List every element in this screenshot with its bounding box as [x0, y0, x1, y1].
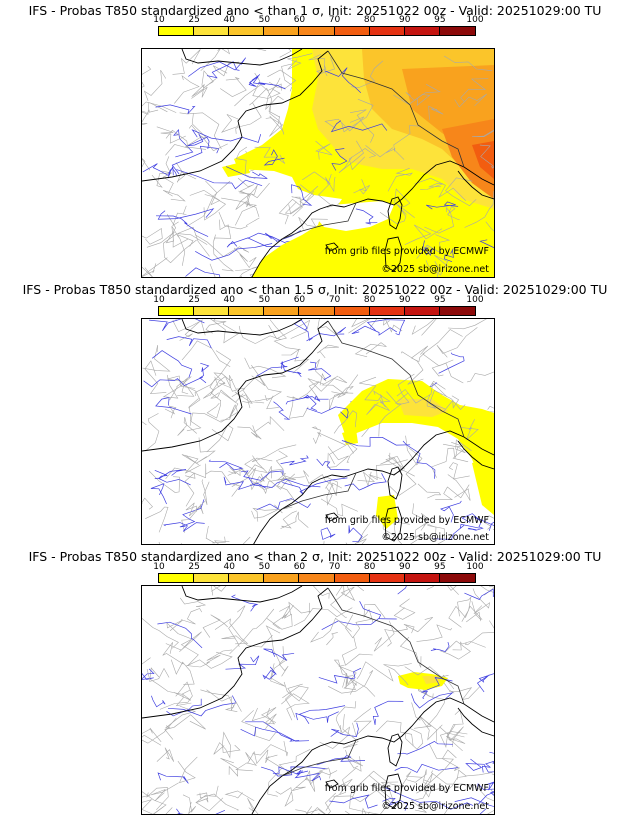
legend-tick-label: 90 [399, 562, 411, 572]
legend-swatch [299, 27, 335, 35]
legend-tick-label: 100 [466, 295, 484, 305]
legend-color-bar [158, 26, 476, 36]
coastlines [142, 49, 494, 277]
legend-swatch [404, 307, 440, 315]
legend-tick-label: 95 [434, 15, 446, 25]
legend-swatch [194, 27, 230, 35]
legend-swatch [194, 574, 230, 582]
legend-tick-label: 40 [223, 295, 235, 305]
legend-tick-label: 90 [399, 295, 411, 305]
legend-swatch [159, 574, 195, 582]
admin-boundaries [142, 586, 494, 814]
legend-tick-label: 40 [223, 15, 235, 25]
legend-swatch [229, 27, 265, 35]
legend-swatch [299, 307, 335, 315]
legend-swatch [159, 307, 195, 315]
legend-swatch [334, 27, 370, 35]
legend-tick-label: 70 [328, 15, 341, 25]
legend-tick-label: 50 [258, 562, 271, 572]
national-borders [281, 320, 465, 510]
probability-shading [338, 379, 494, 529]
legend-swatch [159, 27, 195, 35]
legend-swatch [229, 307, 265, 315]
coastlines [142, 319, 494, 544]
credit-source: from grib files provided by ECMWF [324, 246, 489, 257]
legend-tick-label: 80 [363, 562, 376, 572]
admin-boundaries [142, 319, 494, 544]
credit-source: from grib files provided by ECMWF [324, 783, 489, 794]
probability-map: from grib files provided by ECMWF ©2025 … [141, 48, 495, 278]
legend-swatch [264, 307, 300, 315]
legend-swatch [229, 574, 265, 582]
rivers [142, 61, 494, 277]
national-borders [281, 587, 465, 777]
panel-3: IFS - Probas T850 standardized ano < tha… [0, 547, 630, 828]
legend-tick-label: 50 [258, 15, 271, 25]
legend-tick-label: 80 [363, 295, 376, 305]
probability-shading [398, 672, 448, 690]
legend-swatch [369, 27, 405, 35]
legend-tick-label: 25 [188, 295, 200, 305]
color-legend: 10 25 40 50 60 70 80 90 95 100 [153, 295, 484, 316]
admin-boundaries [142, 319, 494, 544]
legend-tick-label: 60 [293, 15, 306, 25]
legend-swatch [334, 574, 370, 582]
legend-swatch [194, 307, 230, 315]
credit-copyright: ©2025 sb@irizone.net [381, 264, 489, 275]
legend-tick-label: 100 [466, 562, 484, 572]
legend-swatch [369, 574, 405, 582]
legend-swatch [369, 307, 405, 315]
legend-tick-label: 10 [153, 562, 165, 572]
rivers [143, 319, 494, 543]
panel-title: IFS - Probas T850 standardized ano < tha… [28, 3, 602, 18]
legend-tick-label: 70 [328, 295, 341, 305]
credit-copyright: ©2025 sb@irizone.net [381, 801, 489, 812]
map-canvas [142, 319, 494, 544]
legend-swatch [264, 27, 300, 35]
legend-tick-label: 10 [153, 15, 165, 25]
rivers [151, 588, 494, 814]
credit-source: from grib files provided by ECMWF [324, 515, 489, 526]
legend-swatch [334, 307, 370, 315]
map-canvas [142, 49, 494, 277]
panel-title: IFS - Probas T850 standardized ano < tha… [28, 549, 602, 564]
legend-tick-label: 100 [466, 15, 484, 25]
legend-tick-label: 95 [434, 562, 446, 572]
legend-swatch [264, 574, 300, 582]
panel-1: IFS - Probas T850 standardized ano < tha… [0, 0, 630, 278]
probability-map: from grib files provided by ECMWF ©2025 … [141, 318, 495, 545]
legend-tick-label: 50 [258, 295, 271, 305]
legend-swatch [404, 27, 440, 35]
legend-tick-label: 25 [188, 562, 200, 572]
probability-map: from grib files provided by ECMWF ©2025 … [141, 585, 495, 815]
legend-swatch [439, 27, 475, 35]
legend-tick-label: 70 [328, 562, 341, 572]
legend-tick-label: 10 [153, 295, 165, 305]
legend-swatch [404, 574, 440, 582]
legend-tick-label: 95 [434, 295, 446, 305]
legend-swatch [439, 574, 475, 582]
coastlines [142, 586, 494, 814]
legend-color-bar [158, 306, 476, 316]
rivers [142, 586, 494, 814]
admin-boundaries [142, 586, 494, 814]
legend-tick-label: 60 [293, 562, 306, 572]
legend-swatch [439, 307, 475, 315]
legend-tick-label: 25 [188, 15, 200, 25]
admin-boundaries [142, 49, 494, 277]
legend-tick-label: 40 [223, 562, 235, 572]
legend-tick-label: 80 [363, 15, 376, 25]
national-borders [281, 50, 465, 240]
legend-tick-label: 60 [293, 295, 306, 305]
color-legend: 10 25 40 50 60 70 80 90 95 100 [153, 562, 484, 583]
panel-title: IFS - Probas T850 standardized ano < tha… [22, 282, 608, 297]
map-canvas [142, 586, 494, 814]
legend-swatch [299, 574, 335, 582]
legend-tick-label: 90 [399, 15, 411, 25]
panel-2: IFS - Probas T850 standardized ano < tha… [0, 280, 630, 545]
credit-copyright: ©2025 sb@irizone.net [381, 532, 489, 543]
color-legend: 10 25 40 50 60 70 80 90 95 100 [153, 15, 484, 36]
legend-color-bar [158, 573, 476, 583]
